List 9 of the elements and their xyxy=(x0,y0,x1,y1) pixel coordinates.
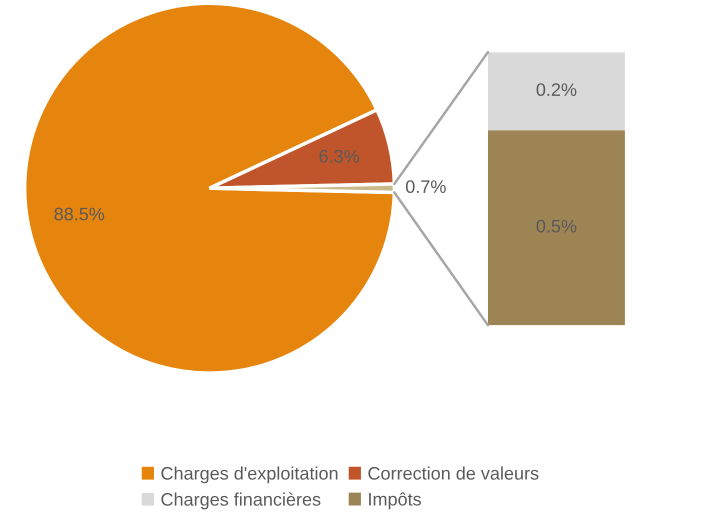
legend-label: Impôts xyxy=(369,492,421,510)
data-label: 88.5% xyxy=(54,208,104,220)
data-label: 0.2% xyxy=(536,83,576,96)
legend-label: Correction de valeurs xyxy=(368,466,538,480)
data-label: 6.3% xyxy=(319,150,360,163)
data-label: 0.7% xyxy=(406,180,446,194)
legend-label: Charges financières xyxy=(161,492,320,510)
legend-label: Charges d'exploitation xyxy=(161,466,338,484)
data-label: 0.5% xyxy=(536,220,576,233)
